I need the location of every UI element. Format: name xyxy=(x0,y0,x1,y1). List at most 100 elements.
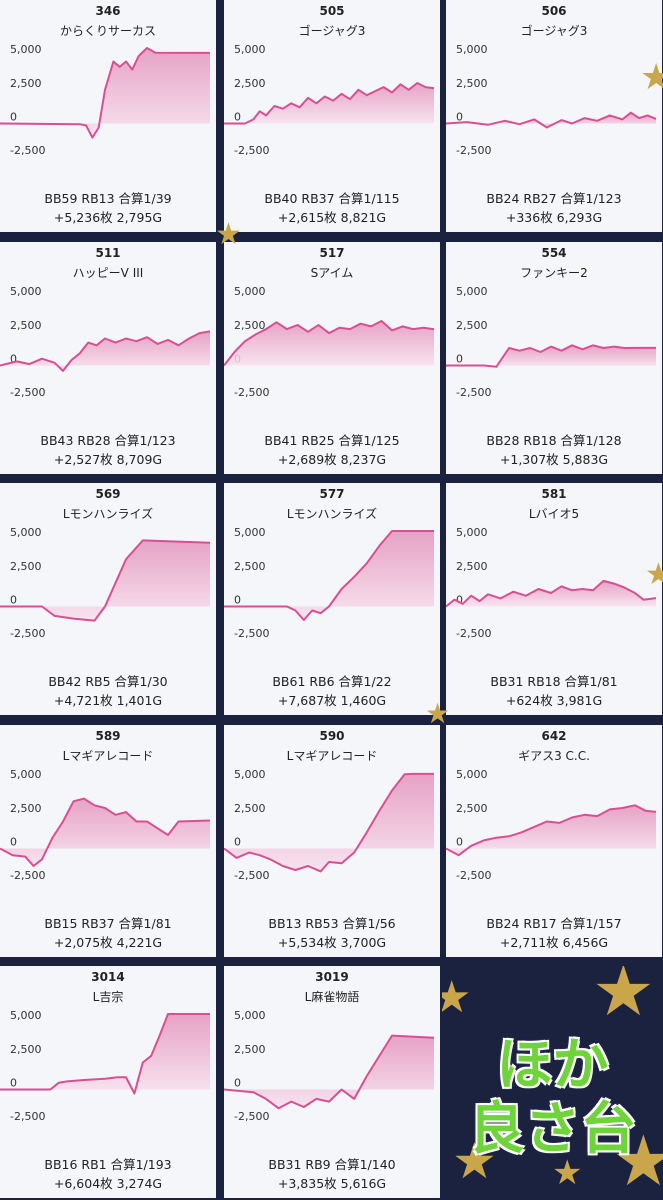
series-line xyxy=(446,344,656,368)
result-stats: +5,534枚 3,700G xyxy=(277,935,387,950)
chart-card: 581 Lバイオ5 5,000 2,500 0 -2,500 BB31 RB18 合算1/8… xyxy=(446,483,662,715)
y-tick-label: 0 xyxy=(234,110,241,123)
series-line xyxy=(0,1013,210,1095)
area-fill xyxy=(0,1014,210,1094)
area-fill xyxy=(446,345,656,367)
machine-name: Lマギアレコード xyxy=(62,749,154,763)
y-tick-label: 0 xyxy=(456,352,463,365)
y-tick-label: 2,500 xyxy=(10,319,42,332)
star-decoration-2: ★ xyxy=(640,57,663,98)
y-tick-label: 2,500 xyxy=(10,560,42,573)
chart-card: 569 Lモンハンライズ 5,000 2,500 0 -2,500 BB42 RB5 合算1… xyxy=(0,483,216,715)
star-icon: ★ xyxy=(442,972,472,1023)
chart-card: 511 ハッピーV III 5,000 2,500 0 -2,500 BB43 RB28 合… xyxy=(0,242,216,474)
y-tick-label: 5,000 xyxy=(10,285,42,298)
machine-number: 577 xyxy=(319,487,345,501)
star-icon: ★ xyxy=(592,966,655,1032)
y-tick-label: -2,500 xyxy=(10,386,45,399)
result-stats: +2,615枚 8,821G xyxy=(277,210,387,225)
machine-name: Lモンハンライズ xyxy=(286,507,378,521)
machine-name: からくりサーカス xyxy=(59,24,156,38)
machine-number: 505 xyxy=(319,4,345,18)
machine-name: Lモンハンライズ xyxy=(62,507,154,521)
result-stats: +2,527枚 8,709G xyxy=(53,452,163,467)
series-line xyxy=(0,539,211,622)
y-tick-label: 5,000 xyxy=(10,43,42,56)
machine-number: 506 xyxy=(541,4,567,18)
machine-number: 517 xyxy=(319,246,345,260)
bonus-stats: BB24 RB17 合算1/157 xyxy=(486,916,622,931)
result-stats: +1,307枚 5,883G xyxy=(499,452,609,467)
y-tick-label: 5,000 xyxy=(456,285,488,298)
star-icon: ★ xyxy=(552,1153,583,1193)
series-line xyxy=(0,330,211,372)
y-tick-label: 5,000 xyxy=(10,1009,42,1022)
star-decoration-3: ★ xyxy=(645,557,663,592)
machine-number: 590 xyxy=(319,729,345,743)
y-tick-label: 5,000 xyxy=(234,526,266,539)
machine-name: Lマギアレコード xyxy=(286,749,378,763)
y-tick-label: 5,000 xyxy=(456,768,488,781)
y-tick-label: -2,500 xyxy=(10,627,45,640)
result-stats: +336枚 6,293G xyxy=(505,210,603,225)
y-tick-label: 5,000 xyxy=(234,768,266,781)
y-tick-label: 2,500 xyxy=(456,802,488,815)
y-tick-label: 0 xyxy=(234,593,241,606)
promo-line-1: ほか xyxy=(496,1033,609,1098)
y-tick-label: 0 xyxy=(234,1076,241,1089)
bonus-stats: BB31 RB18 合算1/81 xyxy=(490,674,618,689)
y-tick-label: 5,000 xyxy=(234,1009,266,1022)
machine-name: ハッピーV III xyxy=(72,266,144,280)
machine-name: ゴージャグ3 xyxy=(520,24,588,38)
y-tick-label: -2,500 xyxy=(234,144,269,157)
series-line xyxy=(0,797,211,867)
bonus-stats: BB42 RB5 合算1/30 xyxy=(48,674,168,689)
result-stats: +5,236枚 2,795G xyxy=(53,210,163,225)
chart-card: 346 からくりサーカス 5,000 2,500 0 -2,500 BB59 RB13 合算… xyxy=(0,0,216,232)
result-stats: +2,711枚 6,456G xyxy=(499,935,609,950)
series-line xyxy=(224,772,434,873)
area-fill xyxy=(0,540,210,621)
star-decoration-4: ★ xyxy=(425,697,451,730)
chart-card: 589 Lマギアレコード 5,000 2,500 0 -2,500 BB15 RB37 合算… xyxy=(0,725,216,957)
machine-number: 554 xyxy=(541,246,567,260)
y-tick-label: 5,000 xyxy=(456,526,488,539)
bonus-stats: BB13 RB53 合算1/56 xyxy=(268,916,396,931)
promo-panel: ★ ★ ★ ★ ★ ほか 良さ台 xyxy=(442,966,663,1200)
machine-number: 511 xyxy=(95,246,121,260)
y-tick-label: -2,500 xyxy=(456,386,491,399)
chart-card: 506 ゴージャグ3 5,000 2,500 0 -2,500 BB24 RB27 合算1/… xyxy=(446,0,662,232)
result-stats: +2,689枚 8,237G xyxy=(277,452,387,467)
machine-number: 589 xyxy=(95,729,121,743)
area-fill xyxy=(0,331,210,371)
area-fill xyxy=(224,531,434,620)
area-fill xyxy=(446,805,656,856)
machine-number: 3014 xyxy=(91,970,125,984)
star-decoration-1: ★ xyxy=(215,217,242,252)
y-tick-label: 5,000 xyxy=(234,43,266,56)
y-tick-label: -2,500 xyxy=(456,869,491,882)
y-tick-label: 0 xyxy=(456,593,463,606)
machine-name: ゴージャグ3 xyxy=(298,24,366,38)
series-line xyxy=(224,1034,435,1110)
y-tick-label: 0 xyxy=(10,1076,17,1089)
bonus-stats: BB28 RB18 合算1/128 xyxy=(486,433,622,448)
y-tick-label: -2,500 xyxy=(234,869,269,882)
y-tick-label: 2,500 xyxy=(234,319,266,332)
result-stats: +6,604枚 3,274G xyxy=(53,1176,163,1191)
y-tick-label: 2,500 xyxy=(234,802,266,815)
chart-card: 3019 L麻雀物語 5,000 2,500 0 -2,500 BB31 RB9 合算1/1… xyxy=(224,966,440,1198)
